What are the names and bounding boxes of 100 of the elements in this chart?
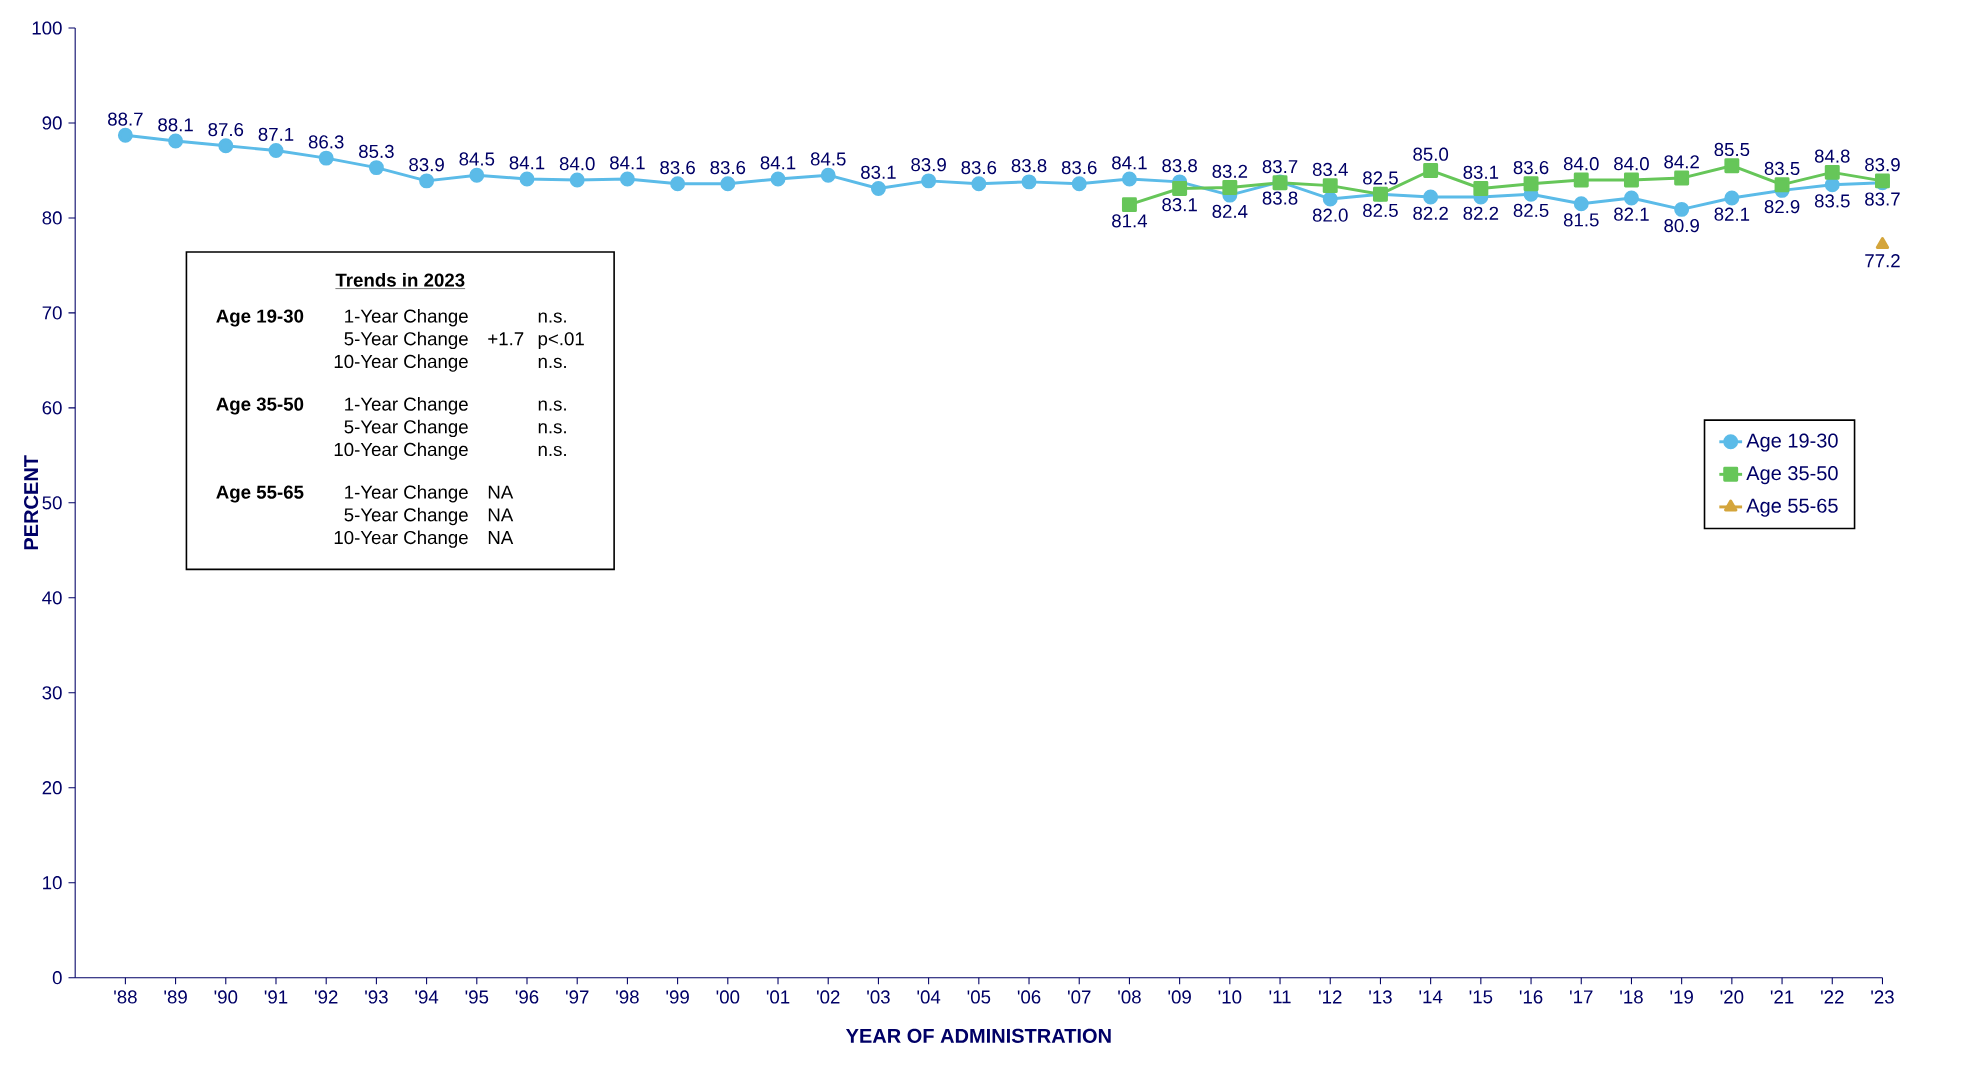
y-tick-label: 0 bbox=[52, 971, 62, 985]
data-label: 83.1 bbox=[1162, 198, 1197, 212]
x-tick-label: '99 bbox=[666, 990, 689, 1004]
data-label: 85.5 bbox=[1714, 142, 1750, 157]
data-label: 88.1 bbox=[158, 118, 193, 132]
x-tick-label: '88 bbox=[114, 990, 137, 1004]
data-label: 81.4 bbox=[1112, 214, 1148, 228]
x-tick-label: '22 bbox=[1821, 990, 1844, 1004]
point bbox=[168, 133, 184, 149]
point bbox=[1623, 172, 1639, 188]
data-label: 82.5 bbox=[1363, 203, 1398, 218]
data-label: 83.6 bbox=[1513, 160, 1549, 175]
x-tick-label: '18 bbox=[1620, 990, 1643, 1004]
y-tick-label: 90 bbox=[42, 116, 62, 130]
y-tick-label: 70 bbox=[42, 306, 62, 320]
data-label: 85.0 bbox=[1413, 147, 1449, 161]
data-label: 84.2 bbox=[1664, 155, 1699, 169]
x-tick-label: '05 bbox=[967, 990, 991, 1004]
point bbox=[770, 171, 786, 187]
data-label: 86.3 bbox=[308, 135, 344, 149]
x-tick-label: '14 bbox=[1419, 990, 1443, 1004]
data-label: 83.8 bbox=[1262, 191, 1298, 205]
annotation: n.s. bbox=[538, 357, 566, 369]
x-tick-label: '91 bbox=[264, 990, 288, 1004]
x-tick-label: '98 bbox=[616, 990, 639, 1004]
x-tick-label: '90 bbox=[214, 990, 238, 1004]
annotation: 1-Year Change bbox=[345, 485, 468, 503]
annotation: Age 55-65 bbox=[216, 485, 304, 503]
data-label: 81.5 bbox=[1563, 213, 1599, 227]
x-tick-label: '21 bbox=[1770, 990, 1794, 1004]
point bbox=[1172, 181, 1188, 196]
y-tick-label: 30 bbox=[42, 686, 62, 700]
point bbox=[971, 176, 987, 192]
x-tick-label: '17 bbox=[1570, 990, 1593, 1004]
data-label: 83.8 bbox=[1162, 158, 1197, 173]
data-label: 84.8 bbox=[1814, 149, 1850, 163]
x-tick-label: '89 bbox=[164, 990, 187, 1004]
x-tick-label: '15 bbox=[1469, 990, 1493, 1004]
point bbox=[1724, 158, 1740, 174]
data-label: 80.9 bbox=[1664, 218, 1699, 233]
point bbox=[368, 160, 384, 176]
y-tick-label: 50 bbox=[42, 496, 62, 510]
point bbox=[1322, 178, 1338, 194]
point bbox=[1121, 197, 1137, 213]
x-tick-label: '11 bbox=[1269, 990, 1291, 1004]
point bbox=[1724, 190, 1740, 206]
x-tick-label: '09 bbox=[1168, 990, 1191, 1004]
annotation: n.s. bbox=[538, 312, 566, 323]
x-tick-label: '13 bbox=[1369, 990, 1392, 1004]
point bbox=[1674, 170, 1690, 186]
point bbox=[820, 167, 836, 183]
legend-label: Age 55-65 bbox=[1746, 498, 1838, 517]
point bbox=[1121, 171, 1137, 187]
annotation: +1.7 bbox=[488, 332, 524, 346]
point bbox=[1774, 177, 1790, 193]
data-label: 83.5 bbox=[1814, 194, 1850, 208]
annotation: 10-Year Change bbox=[334, 530, 468, 548]
x-axis-title: YEAR OF ADMINISTRATION bbox=[845, 1028, 1111, 1043]
data-label: 83.8 bbox=[1011, 158, 1047, 173]
x-tick-label: '19 bbox=[1670, 990, 1693, 1004]
y-tick-label: 100 bbox=[32, 21, 62, 35]
data-label: 84.1 bbox=[760, 156, 796, 170]
data-label: 83.4 bbox=[1312, 162, 1348, 177]
point bbox=[921, 173, 937, 189]
point bbox=[1523, 176, 1539, 192]
point bbox=[1222, 180, 1238, 195]
data-label: 84.0 bbox=[1614, 157, 1649, 171]
annotation: 10-Year Change bbox=[334, 442, 468, 460]
point bbox=[1674, 201, 1690, 217]
data-label: 84.0 bbox=[559, 157, 595, 171]
data-label: 83.9 bbox=[911, 158, 946, 172]
data-label: 87.1 bbox=[258, 127, 294, 141]
x-tick-label: '96 bbox=[515, 990, 539, 1004]
point bbox=[1473, 181, 1489, 196]
annotation: Trends in 2023 bbox=[335, 272, 465, 287]
data-label: 82.9 bbox=[1764, 199, 1800, 214]
annotation: 5-Year Change bbox=[344, 331, 468, 350]
point bbox=[1423, 189, 1439, 205]
x-tick-label: '97 bbox=[565, 990, 589, 1004]
data-label: 84.5 bbox=[810, 152, 846, 166]
annotation: NA bbox=[488, 531, 514, 544]
x-tick-label: '93 bbox=[365, 990, 388, 1004]
x-tick-label: '94 bbox=[415, 990, 439, 1004]
annotation: 10-Year Change bbox=[334, 354, 468, 372]
y-tick-label: 60 bbox=[42, 401, 62, 415]
annotation: 1-Year Change bbox=[345, 397, 468, 415]
point bbox=[268, 143, 284, 158]
x-tick-label: '07 bbox=[1068, 990, 1091, 1004]
point bbox=[519, 171, 535, 187]
data-label: 83.7 bbox=[1262, 159, 1298, 174]
data-label: 88.7 bbox=[108, 112, 143, 126]
point bbox=[870, 181, 886, 196]
data-label: 77.2 bbox=[1865, 254, 1900, 268]
data-label: 83.6 bbox=[710, 160, 746, 175]
point bbox=[218, 138, 234, 154]
y-tick-label: 20 bbox=[42, 781, 62, 795]
data-label: 83.9 bbox=[409, 158, 444, 172]
x-tick-label: '10 bbox=[1218, 990, 1242, 1004]
y-tick-label: 40 bbox=[42, 591, 62, 605]
x-tick-label: '01 bbox=[766, 990, 790, 1004]
